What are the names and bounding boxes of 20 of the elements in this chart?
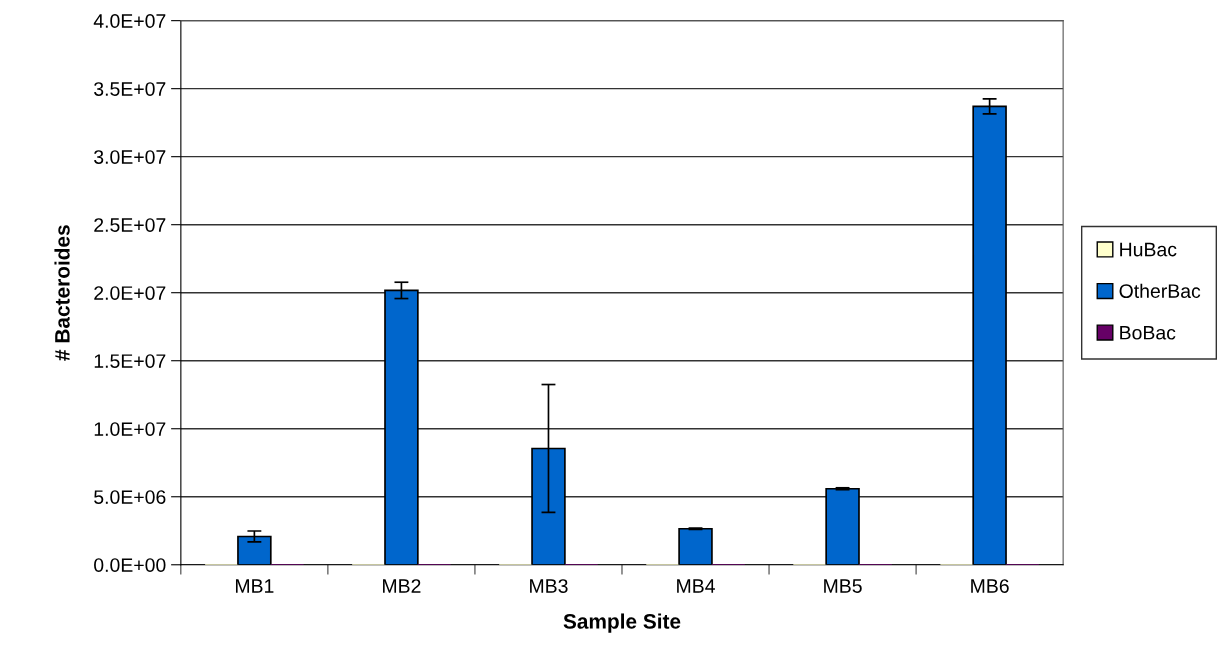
y-tick-label: 5.0E+06 xyxy=(94,490,166,504)
y-axis-title: # Bacteroides xyxy=(54,225,70,361)
x-tick-label: MB1 xyxy=(235,579,274,593)
x-tick-label: MB6 xyxy=(971,579,1009,593)
x-axis-title: Sample Site xyxy=(563,613,681,633)
legend-label: HuBac xyxy=(1120,242,1177,257)
y-tick-label: 0.0E+00 xyxy=(94,558,166,573)
y-tick-label: 3.0E+07 xyxy=(94,150,166,164)
y-tick-label: 4.0E+07 xyxy=(93,14,166,28)
x-tick-label: MB3 xyxy=(530,579,568,593)
x-tick-label: MB5 xyxy=(824,579,862,593)
x-tick-label: MB4 xyxy=(677,579,715,593)
y-tick-label: 2.0E+07 xyxy=(94,286,166,300)
legend-label: OtherBac xyxy=(1119,283,1201,298)
y-tick-label: 3.5E+07 xyxy=(94,82,166,96)
y-tick-label: 1.5E+07 xyxy=(94,354,166,368)
x-tick-label: MB2 xyxy=(383,579,421,593)
legend-label: BoBac xyxy=(1120,325,1176,340)
y-tick-label: 2.5E+07 xyxy=(94,218,166,232)
y-tick-label: 1.0E+07 xyxy=(94,422,166,436)
